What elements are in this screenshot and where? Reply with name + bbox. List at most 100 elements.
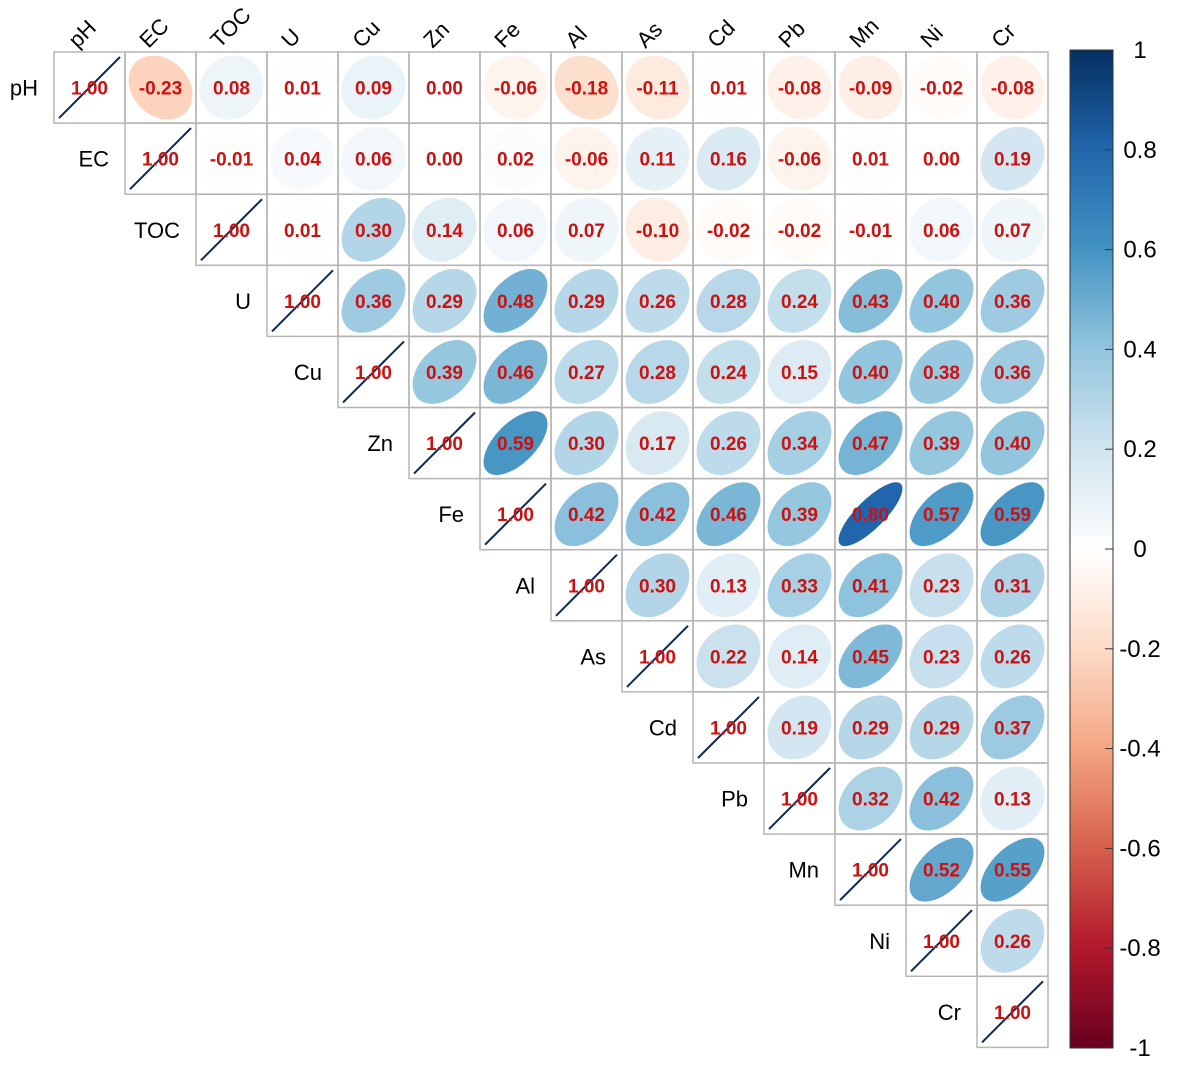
correlation-value: 0.41: [852, 576, 889, 597]
correlation-cell: 0.28: [696, 268, 761, 333]
correlation-cell: 0.01: [696, 55, 761, 120]
correlation-cell: -0.11: [625, 55, 690, 120]
diagonal-line: [271, 269, 334, 333]
correlation-cell: 0.11: [625, 126, 690, 191]
correlation-value: 1.00: [355, 363, 392, 384]
correlation-ellipse: [625, 482, 690, 547]
correlation-cell: 0.31: [980, 553, 1045, 618]
correlation-cell: 0.29: [554, 268, 619, 333]
correlation-cell: 0.39: [767, 482, 832, 547]
correlation-ellipse: [554, 411, 619, 475]
colorbar: 1 0.8 0.6 0.4 0.2 0 -0.2 -0.4 -0.6 -0.8 -1: [1069, 37, 1161, 1062]
correlation-ellipse: [980, 766, 1045, 831]
correlation-cell: 0.32: [838, 766, 903, 831]
correlation-value: 0.24: [781, 292, 818, 313]
colorbar-tick-label: 0: [1133, 536, 1146, 563]
correlation-value: 1.00: [710, 718, 747, 739]
correlation-value: -0.08: [778, 79, 821, 100]
correlation-ellipse: [696, 126, 761, 191]
correlation-value: 0.39: [426, 363, 463, 384]
correlation-ellipse: [341, 126, 406, 191]
correlation-cell: 0.30: [341, 197, 406, 262]
correlation-value: 1.00: [994, 1003, 1031, 1024]
correlation-ellipse: [909, 126, 974, 191]
correlation-ellipse: [270, 197, 335, 262]
correlation-ellipse: [625, 339, 690, 404]
row-label: As: [580, 644, 606, 669]
correlation-ellipse: [554, 197, 619, 262]
correlation-ellipse: [767, 268, 832, 333]
row-label: Ni: [869, 929, 890, 954]
correlation-value: 0.40: [994, 434, 1031, 455]
correlation-value: 0.00: [923, 150, 960, 171]
correlation-cell: 1.00: [271, 269, 334, 333]
correlation-value: 0.04: [284, 150, 321, 171]
correlation-cell: 0.30: [625, 553, 690, 618]
colorbar-tick-label: -0.8: [1119, 935, 1160, 962]
correlation-ellipse: [341, 197, 406, 262]
correlation-ellipse: [696, 411, 761, 475]
correlation-value: 1.00: [497, 505, 534, 526]
correlation-ellipse: [270, 126, 335, 191]
correlation-cell: 0.06: [483, 197, 548, 262]
correlation-value: 0.26: [710, 434, 747, 455]
correlation-cell: 0.39: [909, 411, 974, 476]
correlation-cell: 0.57: [909, 482, 974, 547]
correlation-ellipse: [909, 268, 974, 333]
correlation-ellipse: [341, 268, 406, 333]
correlation-cell: 0.55: [980, 837, 1045, 902]
correlation-cell: 0.59: [980, 482, 1045, 547]
correlation-ellipse: [554, 55, 619, 120]
correlation-cell: -0.08: [767, 55, 832, 120]
correlation-value: 0.06: [497, 221, 534, 242]
colorbar-tick-label: -0.6: [1119, 835, 1160, 862]
correlation-cell: -0.02: [767, 197, 832, 262]
correlation-value: 0.00: [426, 150, 463, 171]
correlation-value: 0.57: [923, 505, 960, 526]
correlation-ellipse: [483, 411, 548, 475]
correlation-cell: 0.07: [980, 197, 1045, 262]
correlation-cell: 0.39: [412, 340, 477, 404]
correlation-cell: 0.26: [980, 624, 1045, 689]
correlation-ellipse: [625, 126, 690, 191]
correlation-value: 0.22: [710, 647, 747, 668]
correlation-cell: 0.42: [554, 482, 619, 547]
row-label: Cd: [649, 715, 677, 740]
correlation-value: 0.80: [852, 505, 889, 526]
correlation-cell: 0.40: [909, 268, 974, 333]
correlation-value: 0.11: [640, 150, 676, 171]
correlation-ellipse: [838, 482, 903, 547]
diagonal-line: [626, 625, 689, 688]
correlation-ellipse: [767, 340, 832, 404]
correlation-cell: 0.42: [625, 482, 690, 547]
correlation-value: 0.39: [923, 434, 960, 455]
correlation-ellipse: [554, 339, 619, 404]
correlation-value: 0.29: [923, 718, 960, 739]
correlation-cell: 0.01: [270, 55, 335, 120]
correlation-cell: 1.00: [626, 625, 689, 688]
correlation-value: 0.30: [568, 434, 605, 455]
correlation-cell: -0.18: [554, 55, 619, 120]
correlation-ellipse: [909, 55, 974, 120]
correlation-ellipse: [696, 268, 761, 333]
diagonal-line: [981, 980, 1044, 1044]
correlation-cell: 0.43: [838, 268, 903, 333]
correlation-cell: 0.14: [412, 197, 477, 262]
colorbar-tick-label: 0.2: [1123, 436, 1156, 463]
correlation-value: 0.42: [568, 505, 605, 526]
colorbar-tick-label: 0.8: [1123, 137, 1156, 164]
correlation-ellipse: [980, 553, 1045, 618]
correlation-ellipse: [767, 55, 832, 120]
row-label: TOC: [134, 218, 180, 243]
correlation-ellipse: [696, 553, 761, 618]
column-label: Cu: [347, 15, 385, 53]
correlation-value: 0.52: [923, 861, 960, 882]
correlation-value: -0.02: [920, 79, 963, 100]
correlation-cell: 0.26: [980, 908, 1045, 973]
colorbar-tick-label: 1: [1133, 37, 1146, 64]
correlation-value: 0.36: [994, 292, 1031, 313]
correlation-ellipse: [696, 624, 761, 689]
correlation-ellipse: [483, 268, 548, 333]
colorbar-tick-label: -1: [1129, 1035, 1150, 1062]
